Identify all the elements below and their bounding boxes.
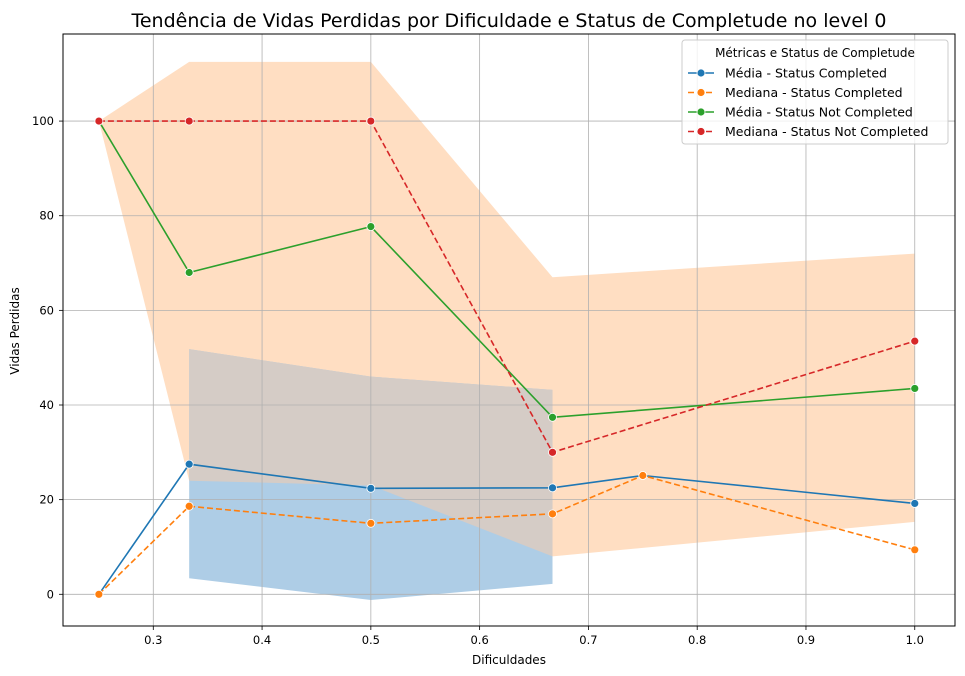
x-tick-label: 0.8 <box>688 633 706 647</box>
legend-swatch-marker <box>696 127 706 136</box>
data-point <box>366 518 376 528</box>
data-point <box>366 222 376 232</box>
grid-lines <box>63 34 955 626</box>
legend-label: Mediana - Status Not Completed <box>725 124 928 139</box>
data-point <box>910 384 920 393</box>
data-point <box>548 483 557 493</box>
legend-label: Média - Status Not Completed <box>725 105 913 120</box>
data-point <box>184 459 194 469</box>
x-tick-label: 0.5 <box>362 633 380 647</box>
y-axis-ticks: 0 20 40 60 80 100 <box>32 114 63 601</box>
x-tick-label: 0.7 <box>579 633 597 647</box>
data-point <box>638 471 648 480</box>
y-tick-label: 80 <box>39 209 54 223</box>
x-axis-label: Dificuldades <box>472 653 546 667</box>
data-point <box>910 499 920 508</box>
data-point <box>910 336 920 346</box>
data-point <box>184 116 194 126</box>
data-point <box>910 545 920 555</box>
legend: Métricas e Status de Completude Média - … <box>681 39 949 145</box>
y-axis-label: Vidas Perdidas <box>8 287 22 374</box>
series-lines <box>94 116 920 599</box>
data-point <box>184 501 194 511</box>
legend-swatch-marker <box>696 88 706 97</box>
data-point <box>548 509 557 519</box>
data-point <box>548 412 557 422</box>
series-line-0 <box>98 463 915 595</box>
data-point <box>366 116 376 126</box>
y-tick-label: 20 <box>39 493 54 507</box>
plot-frame <box>62 33 956 627</box>
data-point <box>548 447 557 457</box>
x-tick-label: 0.3 <box>144 633 162 647</box>
x-tick-label: 0.9 <box>797 633 815 647</box>
y-tick-label: 100 <box>32 114 54 128</box>
data-point <box>184 268 194 277</box>
data-point <box>94 589 104 599</box>
x-tick-label: 1.0 <box>906 633 924 647</box>
data-point <box>366 483 376 493</box>
y-tick-label: 40 <box>39 398 54 412</box>
x-tick-label: 0.4 <box>253 633 271 647</box>
chart-title: Tendência de Vidas Perdidas por Dificuld… <box>130 10 886 32</box>
series-line-1 <box>98 474 915 595</box>
legend-label: Média - Status Completed <box>725 66 887 81</box>
legend-swatch-marker <box>696 107 706 117</box>
legend-box <box>681 39 949 145</box>
data-point <box>94 116 104 126</box>
legend-title: Métricas e Status de Completude <box>715 46 915 60</box>
legend-swatch-marker <box>696 68 706 78</box>
y-tick-label: 60 <box>39 303 54 317</box>
y-tick-label: 0 <box>47 587 54 601</box>
x-tick-label: 0.6 <box>470 633 488 647</box>
x-axis-ticks: 0.3 0.4 0.5 0.6 0.7 0.8 0.9 1.0 <box>144 626 924 647</box>
legend-label: Mediana - Status Completed <box>725 85 903 100</box>
